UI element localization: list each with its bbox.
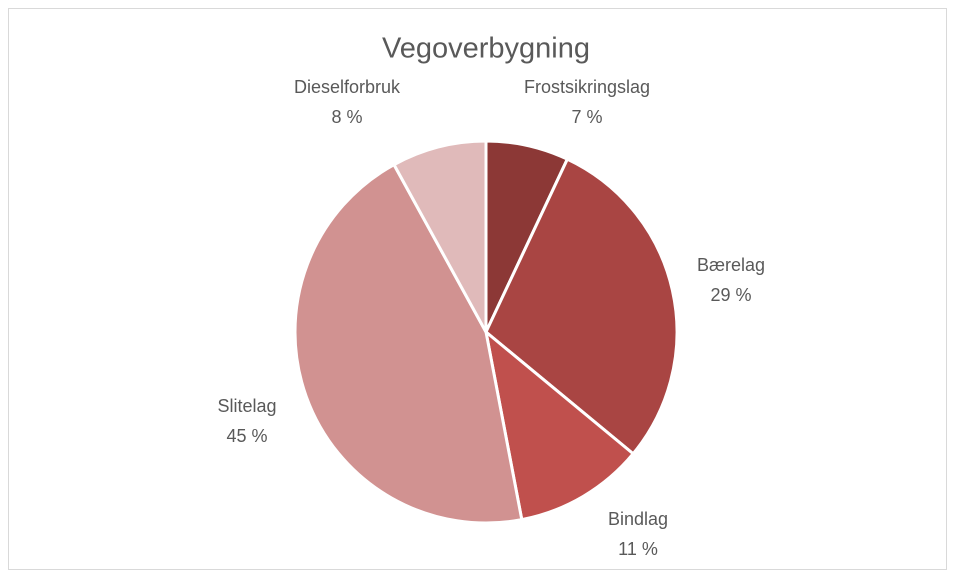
slice-label: Bærelag [697,255,765,275]
chart-title: Vegoverbygning [382,33,590,65]
pie-slice [484,330,635,522]
slice-value-label: 7 % [571,107,602,127]
slice-label: Frostsikringslag [524,77,650,97]
slice-value-label: 11 % [618,539,658,559]
slice-label: Slitelag [217,396,276,416]
pie-slice [484,157,679,456]
slice-value-label: 29 % [710,285,751,305]
slice-value-label: 8 % [331,107,362,127]
pie-slice [392,139,488,334]
slice-value-label: 45 % [226,426,267,446]
pie-slice [293,163,524,525]
slice-label: Dieselforbruk [294,77,401,97]
slice-label: Bindlag [608,509,668,529]
